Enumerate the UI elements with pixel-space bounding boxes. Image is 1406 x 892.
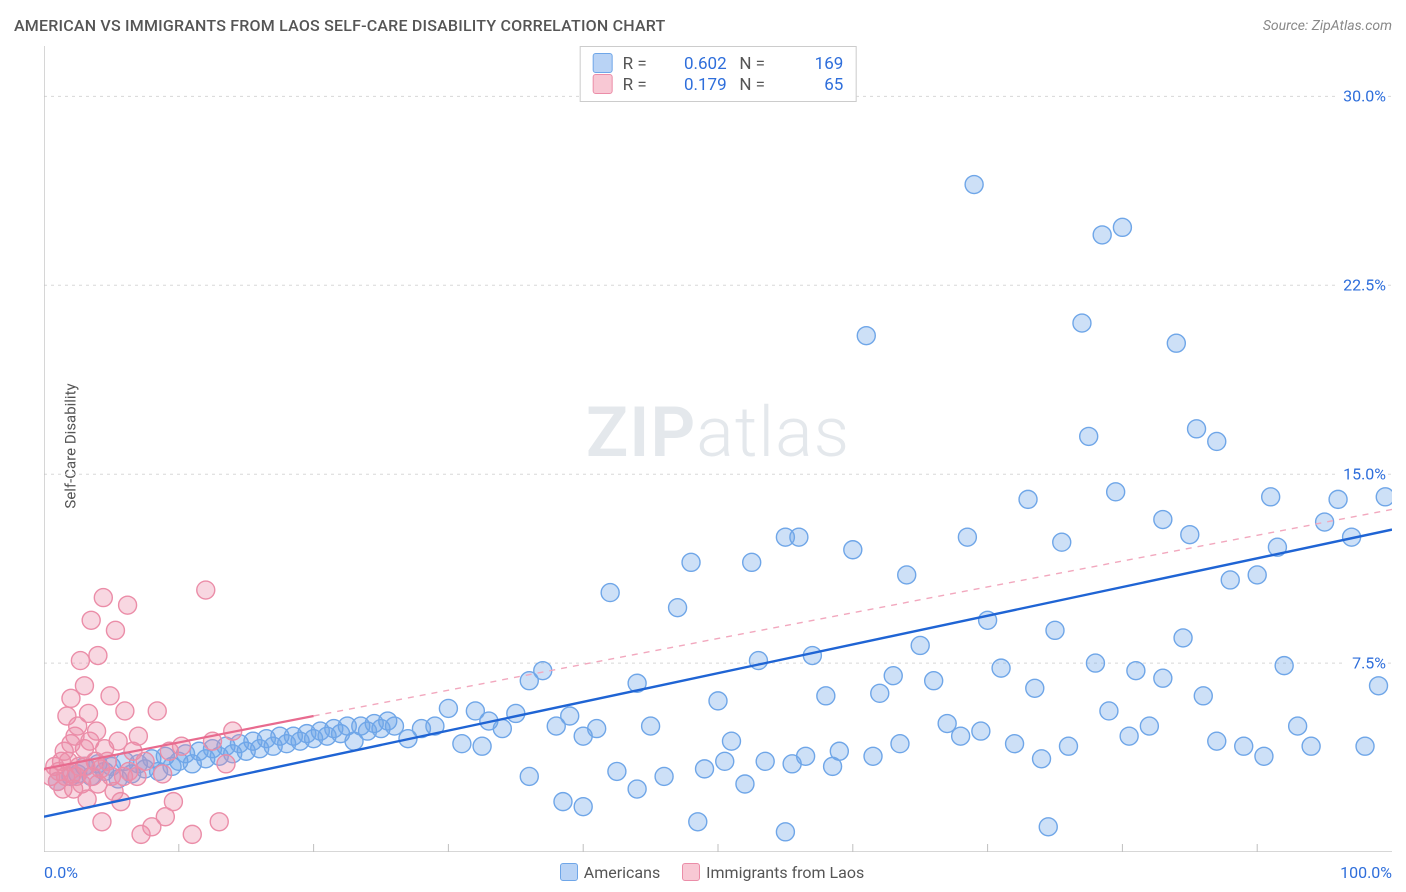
x-axis-min: 0.0% [44,863,78,882]
y-tick-label: 15.0% [1337,465,1386,484]
y-tick-label: 30.0% [1337,87,1386,106]
x-axis-max: 100.0% [1340,863,1392,882]
scatter-chart [44,46,1392,852]
chart-title: AMERICAN VS IMMIGRANTS FROM LAOS SELF-CA… [14,16,665,35]
y-tick-label: 22.5% [1337,276,1386,295]
chart-source: Source: ZipAtlas.com [1263,18,1392,34]
stats-legend: R =0.602 N =169R =0.179 N =65 [580,46,857,102]
chart-area: 7.5%15.0%22.5%30.0% ZIPatlas R =0.602 N … [44,46,1392,852]
y-tick-label: 7.5% [1346,654,1386,673]
